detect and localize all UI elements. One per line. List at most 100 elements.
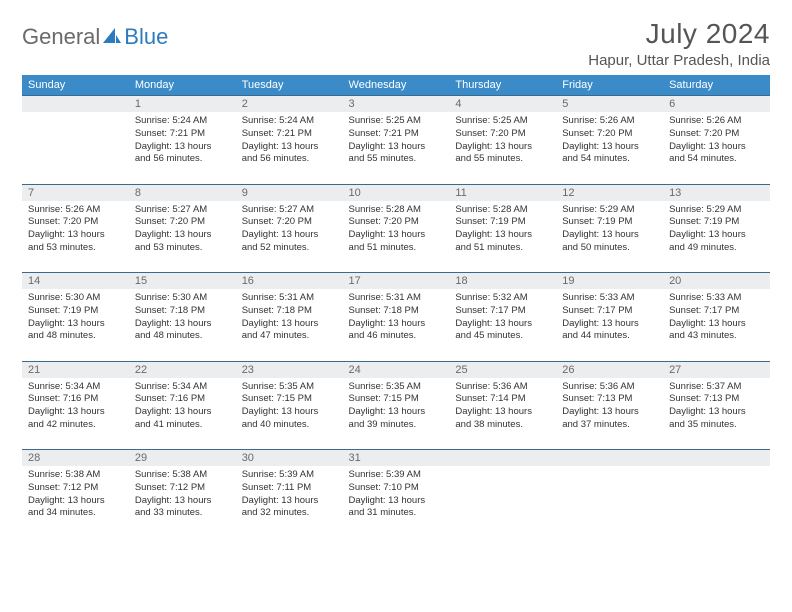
day-number: 12 — [556, 184, 663, 201]
calendar-table: Sunday Monday Tuesday Wednesday Thursday… — [22, 75, 770, 538]
daylight-text-2: and 38 minutes. — [455, 419, 550, 432]
day-cell: Sunrise: 5:30 AMSunset: 7:19 PMDaylight:… — [22, 289, 129, 361]
sunrise-text: Sunrise: 5:29 AM — [669, 204, 764, 217]
sunrise-text: Sunrise: 5:35 AM — [242, 381, 337, 394]
sunrise-text: Sunrise: 5:34 AM — [135, 381, 230, 394]
sunrise-text: Sunrise: 5:36 AM — [562, 381, 657, 394]
weekday-header: Wednesday — [343, 75, 450, 96]
daylight-text-1: Daylight: 13 hours — [28, 229, 123, 242]
weekday-header: Monday — [129, 75, 236, 96]
daylight-text-1: Daylight: 13 hours — [562, 229, 657, 242]
sunset-text: Sunset: 7:13 PM — [669, 393, 764, 406]
day-number: 6 — [663, 96, 770, 113]
sunrise-text: Sunrise: 5:33 AM — [669, 292, 764, 305]
daylight-text-2: and 50 minutes. — [562, 242, 657, 255]
sunrise-text: Sunrise: 5:26 AM — [562, 115, 657, 128]
weekday-header: Thursday — [449, 75, 556, 96]
sunset-text: Sunset: 7:17 PM — [455, 305, 550, 318]
sunrise-text: Sunrise: 5:36 AM — [455, 381, 550, 394]
daylight-text-2: and 41 minutes. — [135, 419, 230, 432]
daylight-text-2: and 56 minutes. — [135, 153, 230, 166]
day-cell: Sunrise: 5:35 AMSunset: 7:15 PMDaylight:… — [343, 378, 450, 450]
day-cell: Sunrise: 5:36 AMSunset: 7:13 PMDaylight:… — [556, 378, 663, 450]
day-number-row: 123456 — [22, 96, 770, 113]
day-cell: Sunrise: 5:27 AMSunset: 7:20 PMDaylight:… — [129, 201, 236, 273]
day-number: 7 — [22, 184, 129, 201]
daylight-text-2: and 37 minutes. — [562, 419, 657, 432]
day-number-row: 78910111213 — [22, 184, 770, 201]
day-number: 9 — [236, 184, 343, 201]
day-number: 17 — [343, 273, 450, 290]
day-number: 22 — [129, 361, 236, 378]
day-cell — [22, 112, 129, 184]
daylight-text-2: and 39 minutes. — [349, 419, 444, 432]
day-cell: Sunrise: 5:24 AMSunset: 7:21 PMDaylight:… — [129, 112, 236, 184]
daylight-text-2: and 42 minutes. — [28, 419, 123, 432]
day-cell — [449, 466, 556, 538]
sunset-text: Sunset: 7:18 PM — [349, 305, 444, 318]
sunrise-text: Sunrise: 5:28 AM — [349, 204, 444, 217]
day-content-row: Sunrise: 5:26 AMSunset: 7:20 PMDaylight:… — [22, 201, 770, 273]
month-title: July 2024 — [588, 18, 770, 50]
sunrise-text: Sunrise: 5:33 AM — [562, 292, 657, 305]
sunset-text: Sunset: 7:13 PM — [562, 393, 657, 406]
day-number: 24 — [343, 361, 450, 378]
sunset-text: Sunset: 7:18 PM — [135, 305, 230, 318]
day-number: 26 — [556, 361, 663, 378]
day-number: 25 — [449, 361, 556, 378]
day-content-row: Sunrise: 5:38 AMSunset: 7:12 PMDaylight:… — [22, 466, 770, 538]
daylight-text-1: Daylight: 13 hours — [669, 229, 764, 242]
sunset-text: Sunset: 7:15 PM — [349, 393, 444, 406]
weekday-header-row: Sunday Monday Tuesday Wednesday Thursday… — [22, 75, 770, 96]
daylight-text-2: and 48 minutes. — [28, 330, 123, 343]
sunset-text: Sunset: 7:20 PM — [455, 128, 550, 141]
sunrise-text: Sunrise: 5:27 AM — [135, 204, 230, 217]
daylight-text-1: Daylight: 13 hours — [455, 141, 550, 154]
sunset-text: Sunset: 7:16 PM — [28, 393, 123, 406]
daylight-text-2: and 53 minutes. — [135, 242, 230, 255]
daylight-text-1: Daylight: 13 hours — [455, 406, 550, 419]
sunrise-text: Sunrise: 5:34 AM — [28, 381, 123, 394]
sunrise-text: Sunrise: 5:24 AM — [242, 115, 337, 128]
daylight-text-1: Daylight: 13 hours — [135, 318, 230, 331]
daylight-text-1: Daylight: 13 hours — [669, 318, 764, 331]
daylight-text-2: and 32 minutes. — [242, 507, 337, 520]
daylight-text-2: and 47 minutes. — [242, 330, 337, 343]
day-cell: Sunrise: 5:34 AMSunset: 7:16 PMDaylight:… — [22, 378, 129, 450]
sunrise-text: Sunrise: 5:29 AM — [562, 204, 657, 217]
sunrise-text: Sunrise: 5:39 AM — [349, 469, 444, 482]
sunrise-text: Sunrise: 5:31 AM — [242, 292, 337, 305]
day-cell: Sunrise: 5:28 AMSunset: 7:19 PMDaylight:… — [449, 201, 556, 273]
day-number: 8 — [129, 184, 236, 201]
day-number: 10 — [343, 184, 450, 201]
daylight-text-1: Daylight: 13 hours — [135, 141, 230, 154]
header: General Blue July 2024 Hapur, Uttar Prad… — [22, 18, 770, 69]
day-number: 5 — [556, 96, 663, 113]
sunrise-text: Sunrise: 5:24 AM — [135, 115, 230, 128]
logo-text-general: General — [22, 24, 100, 50]
day-number: 16 — [236, 273, 343, 290]
sunset-text: Sunset: 7:21 PM — [242, 128, 337, 141]
daylight-text-1: Daylight: 13 hours — [562, 406, 657, 419]
daylight-text-1: Daylight: 13 hours — [135, 495, 230, 508]
sunset-text: Sunset: 7:20 PM — [349, 216, 444, 229]
daylight-text-1: Daylight: 13 hours — [349, 495, 444, 508]
location-text: Hapur, Uttar Pradesh, India — [588, 52, 770, 69]
sunset-text: Sunset: 7:12 PM — [135, 482, 230, 495]
daylight-text-2: and 35 minutes. — [669, 419, 764, 432]
daylight-text-1: Daylight: 13 hours — [349, 406, 444, 419]
day-number: 3 — [343, 96, 450, 113]
daylight-text-2: and 34 minutes. — [28, 507, 123, 520]
sunset-text: Sunset: 7:12 PM — [28, 482, 123, 495]
daylight-text-1: Daylight: 13 hours — [28, 495, 123, 508]
daylight-text-1: Daylight: 13 hours — [669, 141, 764, 154]
daylight-text-2: and 48 minutes. — [135, 330, 230, 343]
day-cell: Sunrise: 5:27 AMSunset: 7:20 PMDaylight:… — [236, 201, 343, 273]
sunset-text: Sunset: 7:21 PM — [349, 128, 444, 141]
daylight-text-2: and 54 minutes. — [562, 153, 657, 166]
day-number: 2 — [236, 96, 343, 113]
day-cell: Sunrise: 5:37 AMSunset: 7:13 PMDaylight:… — [663, 378, 770, 450]
daylight-text-1: Daylight: 13 hours — [562, 318, 657, 331]
weekday-header: Saturday — [663, 75, 770, 96]
day-cell: Sunrise: 5:25 AMSunset: 7:21 PMDaylight:… — [343, 112, 450, 184]
